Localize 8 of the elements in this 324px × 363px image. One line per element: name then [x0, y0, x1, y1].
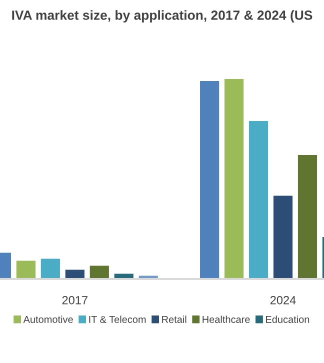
legend-label: Education [266, 316, 310, 323]
legend-label: Healthcare [202, 316, 250, 323]
legend-label: Automotive [23, 316, 73, 323]
legend-label: Retail [162, 316, 186, 323]
x-tick-label: 2024 [270, 296, 296, 304]
legend-label: IT & Telecom [89, 316, 146, 323]
chart-title: IVA market size, by application, 2017 & 2024 (US [12, 10, 312, 22]
x-tick-label: 2017 [62, 296, 88, 304]
